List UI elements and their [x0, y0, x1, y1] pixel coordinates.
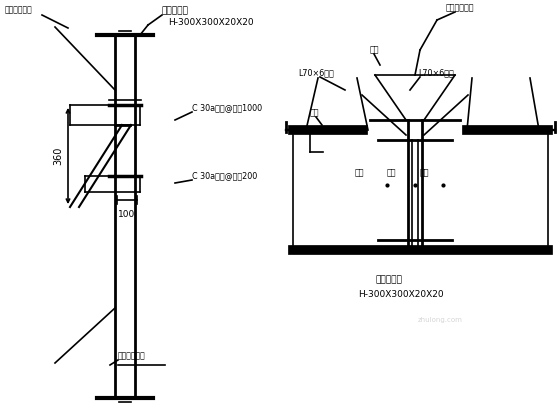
Text: 拉森钢板桩线: 拉森钢板桩线 — [446, 3, 474, 12]
Text: C 30a槽钢@间距200: C 30a槽钢@间距200 — [192, 171, 257, 180]
Text: 360: 360 — [53, 147, 63, 165]
Text: 拉森钢板桩线: 拉森钢板桩线 — [118, 351, 146, 360]
Text: H-300X300X20X20: H-300X300X20X20 — [358, 290, 444, 299]
Text: 点焊: 点焊 — [387, 168, 396, 177]
Text: L70×6角钢: L70×6角钢 — [298, 68, 334, 77]
Text: H-300X300X20X20: H-300X300X20X20 — [168, 18, 254, 27]
Text: 点焊: 点焊 — [355, 168, 365, 177]
Text: zhulong.com: zhulong.com — [418, 317, 463, 323]
Text: 100: 100 — [118, 210, 136, 219]
Text: 工字钢横梁: 工字钢横梁 — [375, 275, 402, 284]
Text: 工字钢横梁: 工字钢横梁 — [162, 6, 189, 15]
Text: 点焊: 点焊 — [420, 168, 430, 177]
Text: 点焊: 点焊 — [370, 45, 380, 54]
Text: C 30a槽钢@间距1000: C 30a槽钢@间距1000 — [192, 103, 262, 112]
Text: 拉森钢板桩线: 拉森钢板桩线 — [5, 5, 32, 14]
Text: L70×6角钢: L70×6角钢 — [418, 68, 454, 77]
Text: 点焊: 点焊 — [310, 108, 320, 117]
